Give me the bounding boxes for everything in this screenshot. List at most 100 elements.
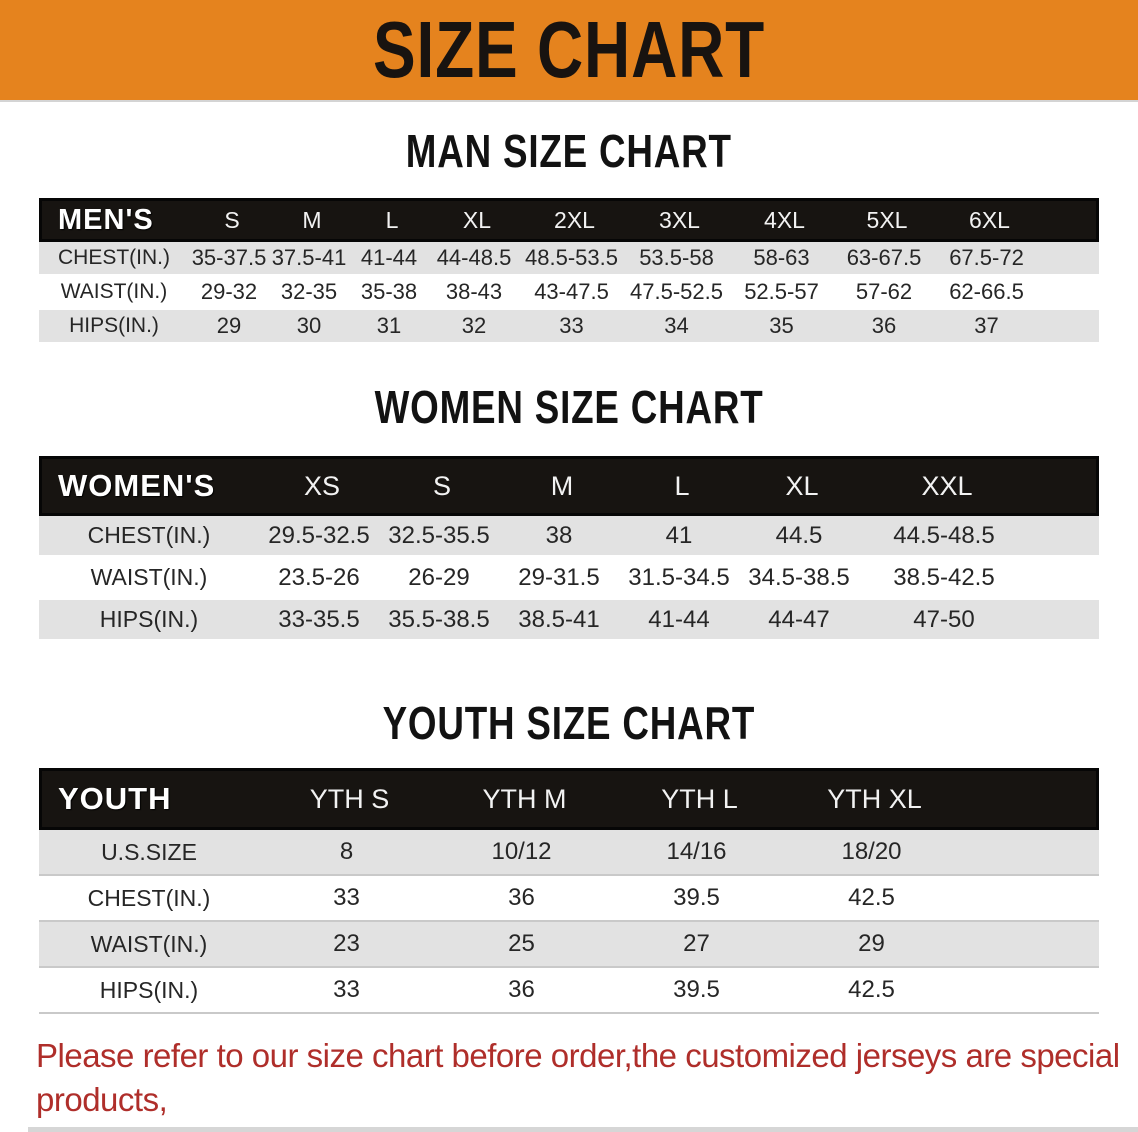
column-header: YTH M <box>482 783 567 814</box>
cell-value: 44.5-48.5 <box>893 521 995 549</box>
column-header: XXL <box>921 470 973 501</box>
cell-value: 62-66.5 <box>949 279 1024 304</box>
table-row: CHEST(IN.) 29.5-32.5 32.5-35.5 38 41 44.5 44.5… <box>39 516 1099 558</box>
cell-value: 27 <box>683 930 710 957</box>
cell-value: 36 <box>508 884 535 911</box>
cell-value: 33 <box>333 976 360 1003</box>
banner-title: SIZE CHART <box>373 5 765 94</box>
cell-value: 35.5-38.5 <box>388 605 490 633</box>
cell-value: 29.5-32.5 <box>268 521 370 549</box>
column-header: 4XL <box>764 206 805 233</box>
man-size-chart-heading: MAN SIZE CHART <box>0 124 1138 178</box>
row-label: CHEST(IN.) <box>87 884 211 911</box>
cell-value: 33 <box>559 313 584 338</box>
women-size-chart-heading: WOMEN SIZE CHART <box>0 380 1138 434</box>
cell-value: 37.5-41 <box>271 245 347 270</box>
cell-value: 29-31.5 <box>518 563 600 591</box>
disclaimer-text: Please refer to our size chart before or… <box>36 1034 1138 1132</box>
cell-value: 52.5-57 <box>744 279 819 304</box>
heading-text: YOUTH SIZE CHART <box>382 697 756 749</box>
row-label: WAIST(IN.) <box>90 930 208 957</box>
cell-value: 36 <box>871 313 897 338</box>
row-label: CHEST(IN.) <box>58 246 170 269</box>
cell-value: 35-37.5 <box>191 245 267 270</box>
cell-value: 25 <box>508 930 535 957</box>
cell-value: 32 <box>461 313 487 338</box>
cell-value: 18/20 <box>841 838 902 865</box>
cell-value: 35 <box>769 313 794 338</box>
cell-value: 37 <box>974 313 999 338</box>
row-label: U.S.SIZE <box>101 838 197 865</box>
column-header: YTH L <box>661 783 738 814</box>
cell-value: 14/16 <box>666 838 727 865</box>
table-title-cell: MEN'S <box>58 203 154 236</box>
row-label: WAIST(IN.) <box>90 564 208 590</box>
bottom-divider <box>28 1127 1138 1132</box>
cell-value: 38-43 <box>445 279 503 304</box>
cell-value: 41-44 <box>648 605 710 633</box>
cell-value: 23.5-26 <box>278 563 360 591</box>
cell-value: 8 <box>339 838 354 865</box>
column-header: M <box>302 206 322 233</box>
cell-value: 63-67.5 <box>846 245 922 270</box>
column-header: M <box>550 470 574 501</box>
cell-value: 38 <box>545 521 573 549</box>
cell-value: 23 <box>333 930 360 957</box>
cell-value: 31 <box>376 313 402 338</box>
youth-size-table: YOUTH YTH S YTH M YTH L YTH XL U.S.SIZE 8 10/12… <box>39 768 1099 1014</box>
mens-size-table: MEN'S S M L XL 2XL 3XL 4XL 5XL 6XL CHEST(IN.) 35-37… <box>39 198 1099 344</box>
row-label: CHEST(IN.) <box>87 522 211 548</box>
column-header: XS <box>303 470 341 501</box>
row-label: HIPS(IN.) <box>99 976 199 1003</box>
cell-value: 38.5-42.5 <box>893 563 995 591</box>
cell-value: 33 <box>333 884 360 911</box>
table-row: WAIST(IN.) 23.5-26 26-29 29-31.5 31.5-34.5 34… <box>39 558 1099 600</box>
table-title-cell: YOUTH <box>58 781 172 816</box>
table-header-row: WOMEN'S XS S M L XL XXL <box>39 456 1099 516</box>
row-label: WAIST(IN.) <box>60 280 168 303</box>
table-row: WAIST(IN.) 23 25 27 29 <box>39 922 1099 968</box>
column-header: XL <box>785 470 819 501</box>
cell-value: 39.5 <box>673 976 720 1003</box>
cell-value: 44-48.5 <box>436 245 512 270</box>
cell-value: 29 <box>216 313 242 338</box>
column-header: 5XL <box>866 206 908 233</box>
table-row: HIPS(IN.) 29 30 31 32 33 34 35 36 37 <box>39 310 1099 344</box>
cell-value: 57-62 <box>855 279 913 304</box>
youth-size-chart-heading: YOUTH SIZE CHART <box>0 696 1138 750</box>
table-row: CHEST(IN.) 33 36 39.5 42.5 <box>39 876 1099 922</box>
cell-value: 58-63 <box>753 245 810 270</box>
cell-value: 26-29 <box>408 563 470 591</box>
cell-value: 39.5 <box>673 884 720 911</box>
cell-value: 33-35.5 <box>278 605 360 633</box>
disclaimer-line-1: Please refer to our size chart before or… <box>36 1037 1120 1118</box>
table-row: CHEST(IN.) 35-37.5 37.5-41 41-44 44-48.5 48.5… <box>39 242 1099 276</box>
table-row: WAIST(IN.) 29-32 32-35 35-38 38-43 43-47.5 47.… <box>39 276 1099 310</box>
cell-value: 41-44 <box>360 245 418 270</box>
heading-text: WOMEN SIZE CHART <box>374 381 764 433</box>
cell-value: 35-38 <box>360 279 418 304</box>
table-row: HIPS(IN.) 33-35.5 35.5-38.5 38.5-41 41-44 44-… <box>39 600 1099 642</box>
cell-value: 32-35 <box>280 279 338 304</box>
cell-value: 31.5-34.5 <box>628 563 730 591</box>
cell-value: 29 <box>858 930 885 957</box>
cell-value: 47.5-52.5 <box>630 279 723 304</box>
cell-value: 30 <box>296 313 322 338</box>
column-header: 3XL <box>659 206 700 233</box>
cell-value: 38.5-41 <box>518 605 600 633</box>
cell-value: 44.5 <box>775 521 823 549</box>
column-header: YTH XL <box>827 783 922 814</box>
size-chart-banner: SIZE CHART <box>0 0 1138 102</box>
column-header: YTH S <box>309 783 390 814</box>
cell-value: 53.5-58 <box>639 245 714 270</box>
cell-value: 29-32 <box>200 279 258 304</box>
cell-value: 32.5-35.5 <box>388 521 490 549</box>
column-header: S <box>224 206 240 233</box>
column-header: S <box>432 470 451 501</box>
table-header-row: MEN'S S M L XL 2XL 3XL 4XL 5XL 6XL <box>39 198 1099 242</box>
cell-value: 36 <box>508 976 535 1003</box>
cell-value: 67.5-72 <box>949 245 1024 270</box>
cell-value: 34.5-38.5 <box>748 563 850 591</box>
table-row: U.S.SIZE 8 10/12 14/16 18/20 <box>39 830 1099 876</box>
table-row: HIPS(IN.) 33 36 39.5 42.5 <box>39 968 1099 1014</box>
